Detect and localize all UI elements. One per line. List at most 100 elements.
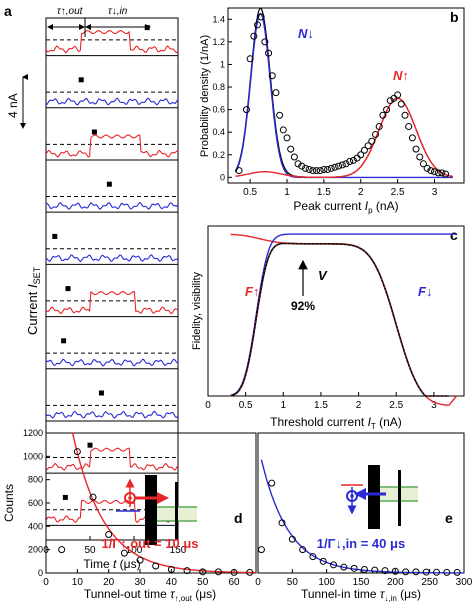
x-tick-label: 40 bbox=[166, 577, 178, 588]
data-point bbox=[257, 546, 265, 554]
panel-d-x-label: Tunnel-out time τ↑,out (μs) bbox=[84, 587, 216, 603]
data-point bbox=[301, 164, 309, 172]
fit-total-curve bbox=[234, 7, 453, 178]
trace-9 bbox=[45, 447, 179, 471]
v-max-annotation: 92% bbox=[291, 299, 315, 313]
data-point bbox=[246, 568, 254, 576]
panel-a-frame bbox=[45, 17, 179, 541]
data-point bbox=[294, 160, 302, 168]
x-tick-label: 30 bbox=[134, 577, 146, 588]
panel-a-x-label: Time t (μs) bbox=[83, 557, 140, 571]
visibility-curve-overlay bbox=[230, 243, 449, 397]
y-tick-label: 0.6 bbox=[212, 105, 225, 115]
data-point bbox=[183, 567, 191, 575]
panel-a-letter: a bbox=[4, 3, 12, 19]
data-point bbox=[242, 106, 250, 114]
data-point bbox=[276, 111, 284, 119]
x-tick-label: 2 bbox=[356, 400, 362, 411]
data-point bbox=[250, 32, 258, 40]
data-point bbox=[375, 123, 383, 131]
panel-d-y-label: Counts bbox=[2, 484, 16, 522]
data-point bbox=[394, 91, 402, 99]
y-tick-label: 1.2 bbox=[212, 37, 225, 47]
y-tick-label: 0.4 bbox=[212, 127, 225, 137]
panel-e-letter: e bbox=[445, 510, 453, 526]
y-tick-label: 0 bbox=[38, 568, 43, 578]
trace-1 bbox=[45, 30, 179, 54]
data-point bbox=[265, 49, 273, 57]
trace-5 bbox=[45, 254, 179, 263]
data-point bbox=[338, 161, 346, 169]
data-point bbox=[357, 151, 365, 159]
panel-b-y-label: Probability density (1/nA) bbox=[199, 35, 211, 157]
data-point bbox=[279, 126, 287, 134]
data-point bbox=[257, 13, 265, 21]
tunnel-in-inset bbox=[341, 465, 418, 529]
data-point bbox=[408, 134, 416, 142]
data-point bbox=[412, 568, 420, 576]
panel-e-x-label: Tunnel-in time τ↓,in (μs) bbox=[301, 587, 421, 603]
data-point bbox=[416, 153, 424, 161]
data-point bbox=[335, 162, 343, 170]
data-point bbox=[105, 531, 113, 538]
trace-3 bbox=[45, 134, 179, 158]
inset-barrier bbox=[368, 465, 380, 529]
x-tick-label: 1 bbox=[281, 400, 287, 411]
x-tick-label: 50 bbox=[287, 577, 299, 588]
data-point bbox=[438, 169, 446, 177]
data-point bbox=[431, 168, 438, 176]
panel-c-frame bbox=[207, 225, 465, 397]
data-point bbox=[278, 519, 286, 527]
x-tick-label: 1.5 bbox=[314, 400, 328, 411]
panel-e-frame bbox=[257, 432, 465, 574]
trace-6 bbox=[45, 290, 179, 315]
trace-peak-marker bbox=[52, 233, 58, 239]
trace-peak-marker bbox=[87, 442, 93, 448]
data-point bbox=[136, 556, 144, 564]
data-point bbox=[330, 561, 338, 569]
data-point bbox=[89, 493, 97, 501]
inset-barrier bbox=[145, 475, 157, 545]
panel-c-letter: c bbox=[450, 227, 458, 243]
data-point bbox=[313, 167, 320, 175]
x-tick-label: 0 bbox=[255, 577, 261, 588]
data-point bbox=[58, 546, 66, 554]
y-tick-label: 1 bbox=[220, 59, 225, 69]
data-point bbox=[434, 169, 442, 177]
panel-b-x-label: Peak current Ip (nA) bbox=[293, 199, 398, 215]
trace-8 bbox=[45, 410, 179, 419]
data-point bbox=[342, 160, 350, 168]
data-point bbox=[272, 89, 280, 97]
data-point bbox=[433, 568, 441, 576]
data-point bbox=[350, 564, 358, 572]
panel-b-points bbox=[235, 13, 450, 178]
data-point bbox=[230, 568, 238, 576]
fit-n-down-curve bbox=[234, 12, 453, 179]
data-point bbox=[372, 130, 379, 138]
panel-b-curves bbox=[234, 7, 453, 179]
data-point bbox=[235, 167, 243, 175]
x-tick-label: 1 bbox=[284, 187, 290, 198]
data-point bbox=[386, 97, 394, 105]
data-point bbox=[427, 167, 435, 175]
trace-peak-marker bbox=[91, 129, 97, 135]
data-point bbox=[379, 111, 387, 119]
f-up-curve bbox=[230, 233, 458, 407]
data-point bbox=[316, 167, 324, 175]
x-tick-label: 1.5 bbox=[317, 187, 331, 198]
data-point bbox=[246, 55, 254, 63]
data-point bbox=[423, 164, 431, 172]
tau-out-label: τ↑,out bbox=[57, 6, 84, 17]
trace-4 bbox=[45, 201, 179, 211]
x-tick-label: 2.5 bbox=[389, 400, 403, 411]
data-point bbox=[340, 563, 348, 571]
data-point bbox=[298, 162, 306, 170]
trace-peak-marker bbox=[62, 494, 68, 500]
visibility-curve bbox=[230, 242, 449, 397]
panel-a: a 0 50 100 150 τ↑,out τ↓,in 4 nA Current IS… bbox=[4, 3, 187, 571]
scale-bar-label: 4 nA bbox=[6, 93, 20, 118]
data-point bbox=[268, 72, 276, 80]
data-point bbox=[287, 145, 295, 153]
